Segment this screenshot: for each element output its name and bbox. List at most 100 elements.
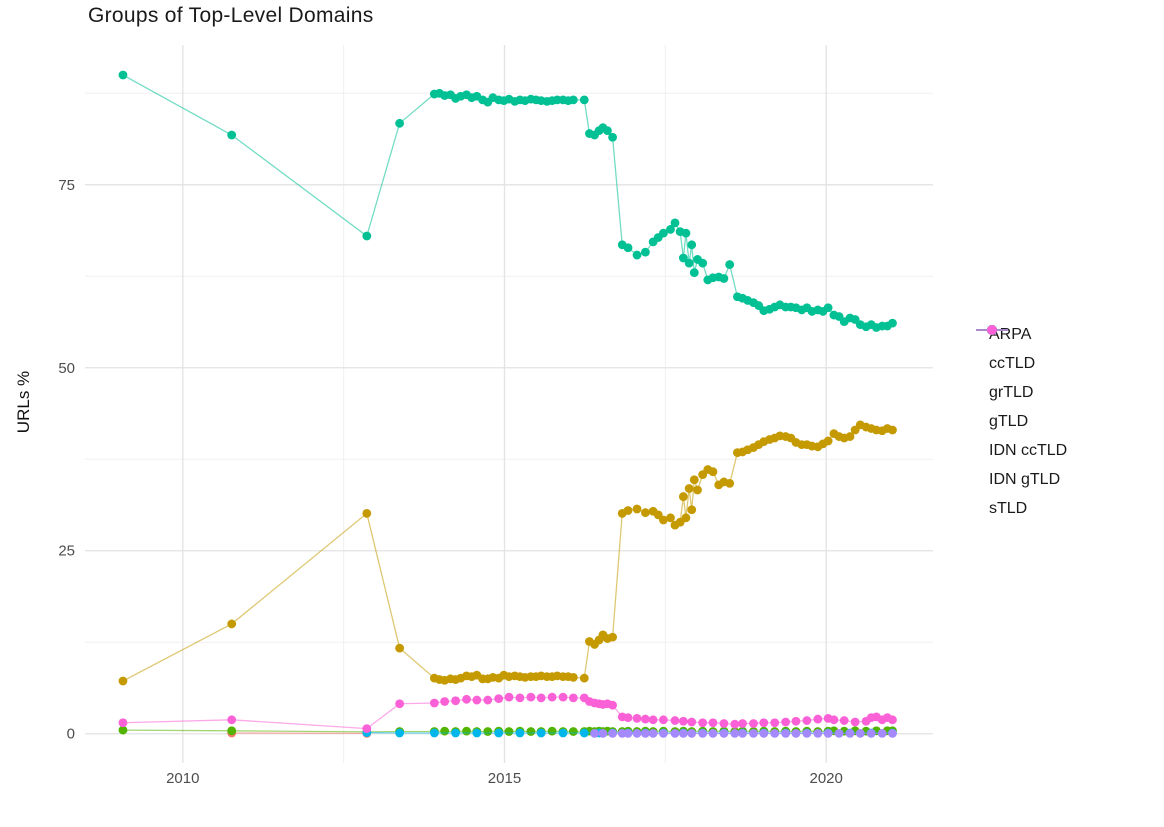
series-point-cctld [362,509,372,518]
legend-item-stld: sTLD [975,325,1067,523]
series-point-idn-gtld [813,728,823,738]
series-point-grtld [504,727,514,736]
series-point-idn-gtld [687,728,697,738]
series-point-cctld [845,432,855,441]
series-point-idn-gtld [866,728,876,738]
series-point-stld [547,692,557,702]
series-point-stld [698,718,708,728]
series-point-idn-gtld [678,728,688,738]
series-point-stld [472,695,482,705]
series-point-stld [608,700,617,710]
series-point-stld [483,695,493,705]
series-point-cctld [227,619,237,629]
series-point-cctld [118,676,128,686]
series-point-stld [759,718,769,728]
series-point-gtld [641,247,650,257]
series-point-gtld [362,231,372,241]
series-point-idn-gtld [623,728,633,738]
series-point-gtld [888,318,897,328]
legend-item-idn-gtld: IDN gTLD [975,325,1067,494]
series-point-idn-cctld [451,728,460,738]
series-point-stld [440,697,450,706]
series-point-stld [641,714,650,724]
series-point-idn-gtld [855,728,865,738]
series-point-grtld [227,726,237,736]
legend-item-gtld: gTLD [975,325,1067,436]
series-point-idn-gtld [845,728,855,738]
series-point-cctld [681,513,691,523]
series-point-idn-gtld [670,728,680,738]
series-point-idn-gtld [659,728,668,738]
legend-label: IDN ccTLD [989,441,1068,459]
series-point-grtld [483,727,493,736]
series-point-stld [813,714,823,724]
series-point-idn-gtld [598,728,608,738]
series-point-idn-gtld [877,728,887,738]
series-point-cctld [623,506,633,515]
series-point-idn-gtld [888,728,897,738]
series-point-stld [770,718,780,728]
series-point-gtld [823,303,833,313]
x-tick-label: 2020 [810,770,843,787]
series-point-stld [429,698,439,708]
series-point-stld [829,715,839,725]
series-point-idn-gtld [834,728,844,738]
series-point-stld [568,693,578,703]
series-point-cctld [689,475,699,485]
series-point-stld [227,715,237,725]
series-point-stld [362,724,372,734]
legend-label: IDN gTLD [989,470,1061,488]
series-point-idn-gtld [590,728,599,738]
series-point-grtld [118,725,128,735]
series-line-gtld [122,74,893,329]
series-point-stld [708,718,718,728]
series-point-cctld [888,425,897,435]
x-tick-label: 2010 [166,770,199,787]
legend: ARPA ccTLD grTLD gTLD IDN ccTLD IDN gTLD sTLD [975,320,1067,523]
series-point-gtld [623,243,633,253]
series-point-idn-gtld [698,728,708,738]
y-tick-label: 50 [58,360,75,377]
series-point-idn-gtld [759,728,769,738]
legend-item-idn-cctld: IDN ccTLD [975,325,1068,465]
series-point-gtld [227,130,237,140]
series-point-stld [730,719,740,729]
series-point-gtld [684,258,694,268]
series-point-stld [888,715,897,725]
legend-label: ccTLD [989,354,1036,372]
series-point-idn-cctld [515,728,525,738]
series-point-idn-gtld [608,728,617,738]
series-point-stld [802,716,812,725]
series-point-stld [118,718,128,728]
series-point-stld [623,713,633,723]
series-point-cctld [608,632,617,642]
series-point-grtld [440,726,450,736]
series-point-idn-gtld [823,728,833,738]
series-point-gtld [719,274,729,283]
series-point-stld [395,699,405,709]
x-tick-label: 2015 [488,770,521,787]
legend-key-icon [976,325,1008,335]
series-point-idn-gtld [781,728,791,738]
series-point-grtld [568,727,578,736]
series-point-stld [526,692,536,702]
series-point-idn-gtld [738,728,747,738]
series-point-idn-gtld [708,728,718,738]
series-point-stld [678,716,688,726]
series-point-idn-cctld [536,728,546,738]
series-point-cctld [823,436,833,446]
legend-label: gTLD [989,412,1029,430]
series-point-idn-gtld [641,728,650,738]
series-point-cctld [708,467,718,477]
series-point-gtld [632,250,642,260]
series-point-stld [558,692,568,702]
series-point-cctld [687,505,697,515]
series-point-gtld [579,95,589,105]
series-point-stld [648,715,658,725]
series-point-gtld [689,268,699,278]
series-point-cctld [579,673,589,683]
series-point-grtld [547,726,557,736]
y-tick-label: 0 [67,726,75,743]
